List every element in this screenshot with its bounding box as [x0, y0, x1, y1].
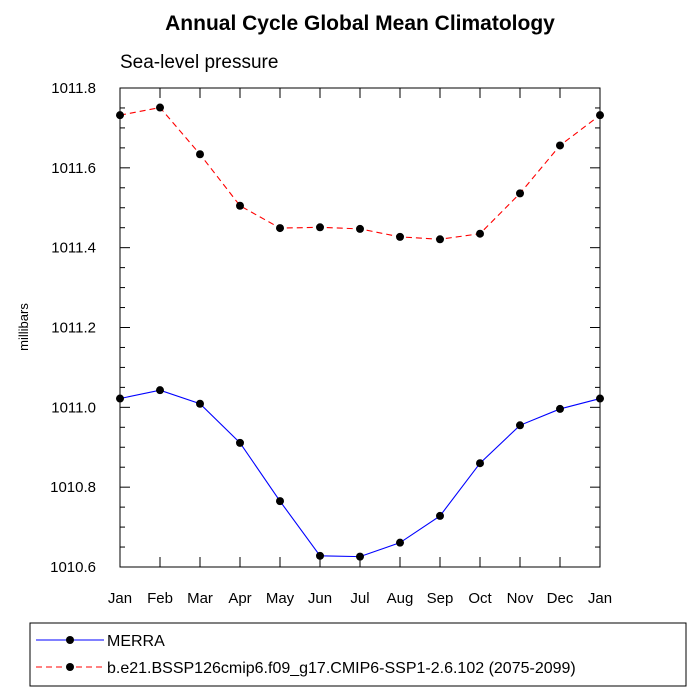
data-point-series-0: [476, 459, 484, 468]
x-tick-label: Sep: [427, 590, 454, 607]
data-point-series-0: [516, 421, 524, 430]
data-point-series-1: [476, 229, 484, 238]
data-point-series-1: [116, 111, 124, 120]
x-tick-label: Feb: [147, 590, 173, 607]
y-tick-label: 1011.8: [51, 80, 96, 97]
y-tick-label: 1010.6: [50, 559, 96, 576]
series-line-1: [119, 106, 601, 240]
data-point-series-1: [436, 235, 444, 244]
plot-area: 1010.6 1010.8 1011.0 1011.2 1011.4 1011.6 1011…: [50, 80, 612, 607]
series-line-0: [119, 389, 601, 558]
data-point-series-1: [516, 189, 524, 198]
data-point-series-0: [396, 538, 404, 547]
data-point-series-0: [156, 386, 164, 395]
data-point-series-1: [316, 223, 324, 232]
data-point-series-0: [556, 404, 564, 413]
data-point-series-1: [276, 224, 284, 233]
chart-subtitle: Sea-level pressure: [120, 52, 278, 73]
data-point-series-1: [596, 111, 604, 120]
data-point-series-0: [356, 552, 364, 561]
legend-marker-1: [66, 663, 74, 671]
y-tick-label: 1011.6: [51, 160, 96, 177]
data-point-series-0: [316, 551, 324, 560]
plot-frame: [119, 87, 601, 568]
y-tick-label: 1011.4: [51, 240, 96, 257]
y-axis-label: millibars: [16, 303, 31, 351]
x-tick-label: Jul: [350, 590, 369, 607]
x-tick-label: May: [266, 590, 295, 607]
data-point-series-0: [436, 511, 444, 520]
data-point-series-1: [156, 103, 164, 112]
legend-box: [29, 622, 687, 687]
y-tick-label: 1010.8: [50, 479, 96, 496]
y-tick-label: 1011.0: [51, 399, 96, 416]
x-tick-label: Mar: [187, 590, 213, 607]
x-tick-label: Dec: [547, 590, 574, 607]
x-tick-label: Oct: [468, 590, 492, 607]
data-point-series-1: [556, 141, 564, 150]
chart-title: Annual Cycle Global Mean Climatology: [165, 12, 555, 35]
x-tick-label: Jan: [588, 590, 612, 607]
x-tick-label: Jun: [308, 590, 332, 607]
x-tick-label: Aug: [387, 590, 414, 607]
data-point-series-0: [116, 394, 124, 403]
legend-marker-0: [66, 636, 74, 644]
x-tick-label: Nov: [507, 590, 534, 607]
data-point-series-1: [236, 201, 244, 210]
legend-label-0: MERRA: [107, 633, 165, 650]
legend: MERRA b.e21.BSSP126cmip6.f09_g17.CMIP6-SS…: [29, 622, 687, 687]
x-tick-label: Jan: [108, 590, 132, 607]
data-point-series-1: [396, 232, 404, 241]
data-point-series-0: [276, 497, 284, 506]
legend-label-1: b.e21.BSSP126cmip6.f09_g17.CMIP6-SSP1-2.…: [107, 660, 576, 677]
data-point-series-0: [236, 438, 244, 447]
data-point-series-1: [196, 150, 204, 159]
data-point-series-0: [196, 399, 204, 408]
y-tick-label: 1011.2: [51, 320, 96, 337]
data-point-series-0: [596, 394, 604, 403]
data-point-series-1: [356, 224, 364, 233]
x-tick-label: Apr: [228, 590, 251, 607]
